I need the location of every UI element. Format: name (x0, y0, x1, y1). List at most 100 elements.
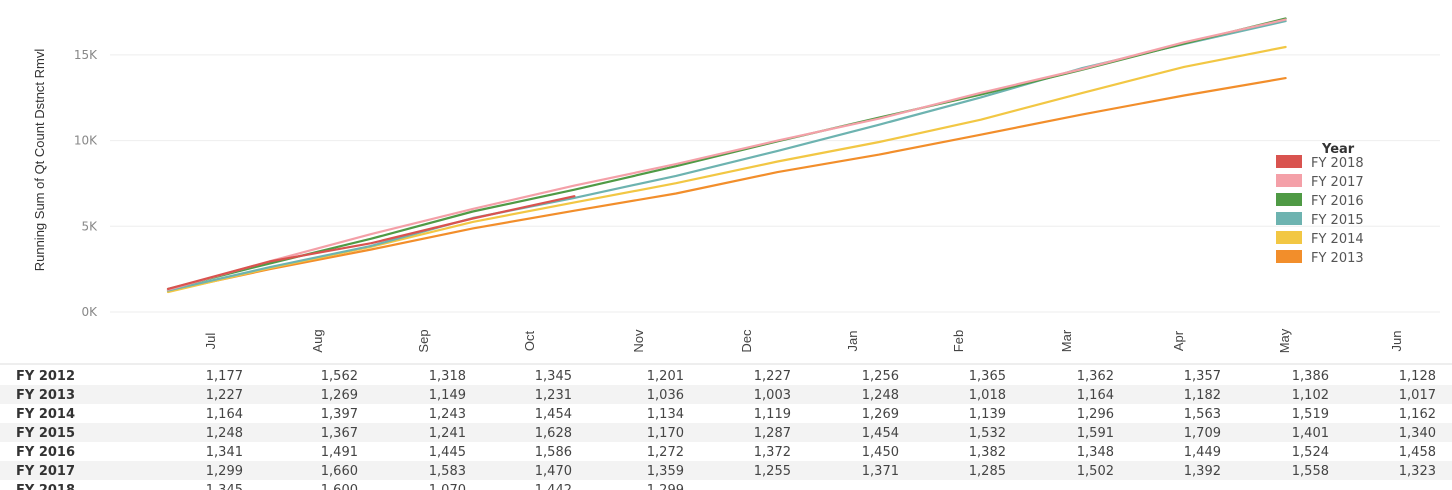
table-cell: 1,299 (647, 483, 684, 490)
legend-swatch (1276, 193, 1302, 206)
table-cell: 1,164 (206, 407, 243, 422)
legend-entry: FY 2017 (1311, 175, 1364, 190)
x-tick-label: Apr (1171, 330, 1186, 351)
table-cell: 1,532 (969, 426, 1006, 441)
table-cell: 1,299 (206, 464, 243, 479)
table-row-label: FY 2014 (16, 407, 75, 422)
table-cell: 1,357 (1184, 369, 1221, 384)
table-cell: 1,070 (429, 483, 466, 490)
table-cell: 1,201 (647, 369, 684, 384)
table-cell: 1,119 (754, 407, 791, 422)
y-tick-label: 0K (81, 305, 98, 319)
table-cell: 1,296 (1077, 407, 1114, 422)
table-cell: 1,162 (1399, 407, 1436, 422)
table-cell: 1,519 (1292, 407, 1329, 422)
table-cell: 1,241 (429, 426, 466, 441)
series-line-fy-2017 (166, 18, 1287, 291)
legend-entry: FY 2014 (1311, 232, 1364, 247)
table-row-label: FY 2013 (16, 388, 75, 403)
table-cell: 1,182 (1184, 388, 1221, 403)
y-tick-label: 15K (74, 48, 98, 62)
table-cell: 1,502 (1077, 464, 1114, 479)
table-row-label: FY 2017 (16, 464, 75, 479)
table-cell: 1,227 (206, 388, 243, 403)
legend-swatch (1276, 155, 1302, 168)
table-cell: 1,586 (535, 445, 572, 460)
table-cell: 1,450 (862, 445, 899, 460)
table-cell: 1,269 (321, 388, 358, 403)
gridlines (110, 54, 1440, 313)
legend-swatch (1276, 174, 1302, 187)
table-cell: 1,340 (1399, 426, 1436, 441)
legend-title: Year (1321, 142, 1355, 157)
x-tick-label: Oct (522, 331, 537, 352)
table-cell: 1,256 (862, 369, 899, 384)
table-cell: 1,386 (1292, 369, 1329, 384)
table-row-label: FY 2016 (16, 445, 75, 460)
table-cell: 1,362 (1077, 369, 1114, 384)
x-tick-label: Nov (631, 329, 646, 353)
table-cell: 1,102 (1292, 388, 1329, 403)
data-table: FY 2012 1,177 1,562 1,318 1,345 1,201 1,227 1,2… (0, 369, 1452, 490)
table-cell: 1,367 (321, 426, 358, 441)
table-cell: 1,248 (862, 388, 899, 403)
x-tick-label: Sep (416, 329, 431, 352)
legend-swatch (1276, 250, 1302, 263)
table-cell: 1,164 (1077, 388, 1114, 403)
table-cell: 1,365 (969, 369, 1006, 384)
table-cell: 1,524 (1292, 445, 1329, 460)
table-row-label: FY 2018 (16, 483, 75, 490)
x-tick-label: Jun (1389, 331, 1404, 352)
table-cell: 1,392 (1184, 464, 1221, 479)
table-cell: 1,287 (754, 426, 791, 441)
series-lines (166, 17, 1287, 294)
x-axis-months: Jul Aug Sep Oct Nov Dec Jan Feb Mar Apr May Jun (0, 328, 1452, 365)
table-cell: 1,139 (969, 407, 1006, 422)
legend-entry: FY 2016 (1311, 194, 1364, 209)
table-cell: 1,128 (1399, 369, 1436, 384)
table-row-band (0, 461, 1452, 480)
y-tick-label: 5K (81, 219, 98, 233)
table-cell: 1,558 (1292, 464, 1329, 479)
table-cell: 1,323 (1399, 464, 1436, 479)
table-cell: 1,243 (429, 407, 466, 422)
table-cell: 1,563 (1184, 407, 1221, 422)
table-cell: 1,562 (321, 369, 358, 384)
x-tick-label: Mar (1059, 329, 1074, 352)
table-cell: 1,397 (321, 407, 358, 422)
table-cell: 1,454 (535, 407, 572, 422)
table-cell: 1,660 (321, 464, 358, 479)
legend-entry: FY 2015 (1311, 213, 1364, 228)
table-cell: 1,231 (535, 388, 572, 403)
table-cell: 1,248 (206, 426, 243, 441)
table-cell: 1,170 (647, 426, 684, 441)
table-cell: 1,359 (647, 464, 684, 479)
table-cell: 1,341 (206, 445, 243, 460)
table-cell: 1,227 (754, 369, 791, 384)
table-cell: 1,345 (206, 483, 243, 490)
table-cell: 1,470 (535, 464, 572, 479)
y-tick-label: 10K (74, 134, 98, 148)
x-tick-label: Dec (739, 329, 754, 353)
legend: Year FY 2018 FY 2017 FY 2016 FY 2015 FY 2014… (1276, 142, 1364, 266)
series-line-fy-2018 (166, 195, 576, 290)
legend-entry: FY 2013 (1311, 251, 1364, 266)
table-cell: 1,285 (969, 464, 1006, 479)
table-cell: 1,255 (754, 464, 791, 479)
table-row-band (0, 423, 1452, 442)
legend-swatch (1276, 212, 1302, 225)
series-line-fy-2014 (166, 45, 1287, 294)
table-cell: 1,318 (429, 369, 466, 384)
table-cell: 1,348 (1077, 445, 1114, 460)
series-line-fy-2013 (166, 76, 1287, 293)
table-cell: 1,036 (647, 388, 684, 403)
legend-entry: FY 2018 (1311, 156, 1364, 171)
table-cell: 1,371 (862, 464, 899, 479)
table-cell: 1,600 (321, 483, 358, 490)
x-tick-label: Feb (951, 330, 966, 352)
table-cell: 1,272 (647, 445, 684, 460)
table-cell: 1,491 (321, 445, 358, 460)
table-row-label: FY 2012 (16, 369, 75, 384)
table-cell: 1,709 (1184, 426, 1221, 441)
table-cell: 1,017 (1399, 388, 1436, 403)
